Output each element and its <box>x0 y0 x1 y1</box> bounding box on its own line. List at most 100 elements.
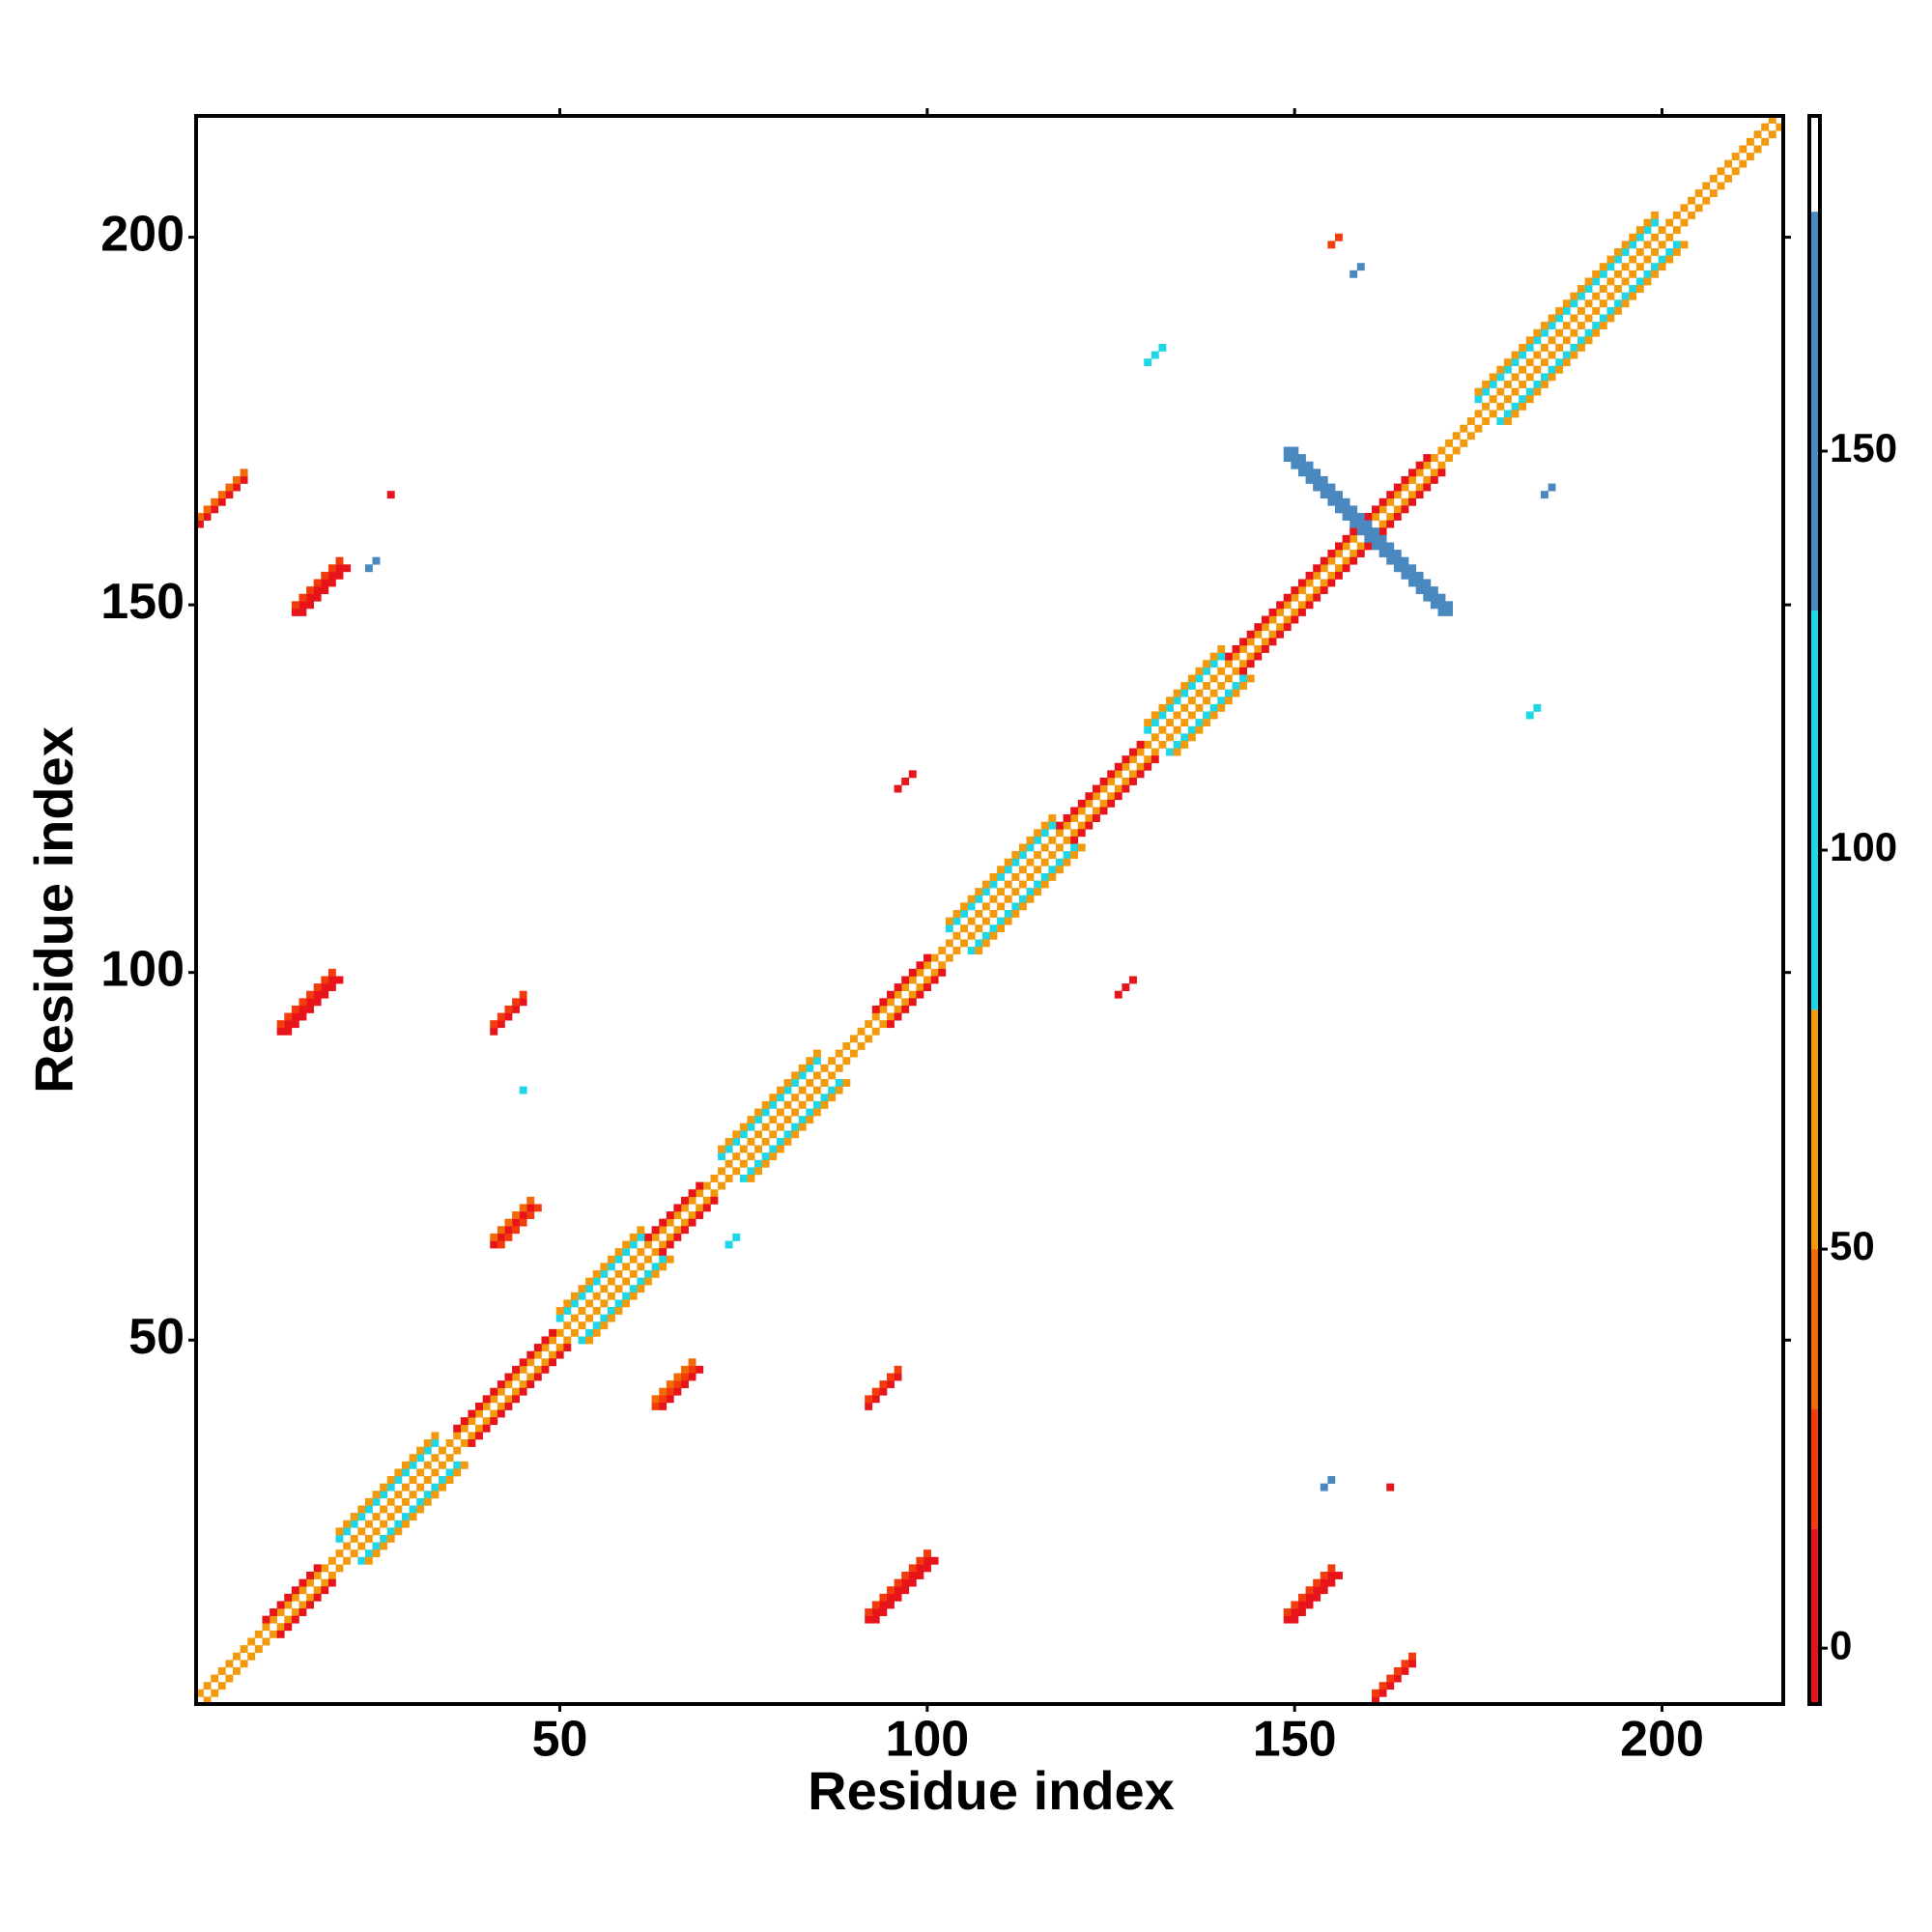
heatmap-cell <box>1525 395 1534 404</box>
heatmap-cell <box>1011 910 1020 918</box>
heatmap-cell <box>1099 784 1108 793</box>
heatmap-cell <box>423 1491 432 1499</box>
heatmap-cell <box>747 1137 755 1146</box>
heatmap-cell <box>313 998 322 1007</box>
heatmap-cell <box>1114 990 1122 999</box>
heatmap-cell <box>769 1116 778 1124</box>
heatmap-cell <box>871 1387 880 1396</box>
heatmap-cell <box>1415 483 1424 492</box>
heatmap-cell <box>1474 387 1483 396</box>
heatmap-cell <box>1519 365 1527 374</box>
heatmap-cell <box>416 1446 425 1455</box>
heatmap-cell <box>981 931 990 940</box>
heatmap-cell <box>1297 1593 1306 1602</box>
heatmap-cell <box>592 1269 601 1278</box>
heatmap-cell <box>1423 475 1432 484</box>
heatmap-cell <box>967 947 976 954</box>
heatmap-cell <box>416 1468 425 1477</box>
heatmap-cell <box>482 1402 491 1410</box>
heatmap-cell <box>298 1012 307 1021</box>
heatmap-cell <box>1327 1572 1336 1579</box>
heatmap-cell <box>857 1027 866 1036</box>
heatmap-cell <box>1577 285 1585 293</box>
heatmap-cell <box>812 1100 821 1109</box>
heatmap-cell <box>380 1534 388 1543</box>
heatmap-cell <box>643 1240 652 1249</box>
heatmap-cell <box>1525 387 1534 396</box>
heatmap-cell <box>298 998 307 1007</box>
heatmap-cell <box>981 902 990 911</box>
heatmap-cell <box>1533 351 1542 359</box>
heatmap-cell <box>761 1152 770 1161</box>
heatmap-cell <box>1378 534 1387 543</box>
heatmap-cell <box>952 910 961 918</box>
heatmap-cell <box>490 1027 498 1036</box>
heatmap-cell <box>1570 351 1578 359</box>
heatmap-cell <box>1577 336 1585 345</box>
heatmap-cell <box>1239 638 1248 646</box>
heatmap-cell <box>284 1615 293 1624</box>
heatmap-cell <box>1085 792 1094 801</box>
heatmap-cell <box>1173 725 1181 734</box>
heatmap-cell <box>1018 902 1027 911</box>
heatmap-cell <box>879 1005 888 1013</box>
heatmap-cell <box>394 1476 403 1484</box>
heatmap-cell <box>1291 1615 1299 1624</box>
heatmap-cell <box>1297 601 1306 610</box>
heatmap-cell <box>1217 703 1226 712</box>
heatmap-cell <box>747 1167 755 1176</box>
heatmap-cell <box>313 593 322 602</box>
heatmap-cell <box>1313 586 1321 595</box>
heatmap-cell <box>908 770 917 779</box>
heatmap-cell <box>1364 534 1373 543</box>
heatmap-cell <box>270 1608 277 1616</box>
heatmap-cell <box>225 491 234 499</box>
heatmap-cell <box>555 1350 564 1359</box>
heatmap-cell <box>739 1145 748 1153</box>
heatmap-cell <box>423 1439 432 1447</box>
heatmap-cell <box>1313 483 1321 492</box>
heatmap-cell <box>1048 814 1057 822</box>
heatmap-cell <box>710 1175 719 1182</box>
heatmap-cell <box>555 1307 564 1315</box>
heatmap-cell <box>233 1652 241 1661</box>
heatmap-cell <box>754 1108 762 1117</box>
heatmap-cell <box>1694 189 1703 198</box>
heatmap-cell <box>1217 682 1226 690</box>
heatmap-cell <box>739 1130 748 1139</box>
heatmap-cell <box>783 1137 792 1146</box>
heatmap-cell <box>380 1505 388 1514</box>
heatmap-cell <box>1460 439 1468 447</box>
heatmap-cell <box>1584 336 1593 345</box>
heatmap-cell <box>1415 579 1424 587</box>
heatmap-cell <box>1533 328 1542 337</box>
heatmap-cell <box>1203 660 1210 668</box>
heatmap-cell <box>1592 328 1601 337</box>
heatmap-cell <box>637 1233 645 1241</box>
heatmap-cell <box>555 1328 564 1337</box>
heatmap-cell <box>1378 1689 1387 1697</box>
heatmap-cell <box>1180 689 1189 697</box>
colorbar-bin <box>1809 212 1820 611</box>
heatmap-cell <box>519 1387 527 1396</box>
heatmap-cell <box>1122 755 1130 764</box>
heatmap-cell <box>806 1108 814 1117</box>
heatmap-cell <box>1232 667 1240 675</box>
heatmap-cell <box>1401 1660 1409 1668</box>
heatmap-cell <box>1519 381 1527 388</box>
heatmap-cell <box>1004 895 1012 903</box>
heatmap-cell <box>1297 1608 1306 1616</box>
heatmap-cell <box>894 784 902 793</box>
heatmap-cell <box>776 1086 784 1094</box>
heatmap-cell <box>592 1328 601 1337</box>
heatmap-cell <box>1320 1483 1328 1492</box>
heatmap-cell <box>1107 792 1116 801</box>
heatmap-cell <box>1408 564 1416 573</box>
heatmap-cell <box>357 1542 366 1550</box>
heatmap-cell <box>659 1395 668 1404</box>
heatmap-cell <box>1239 674 1248 683</box>
heatmap-cell <box>1297 586 1306 595</box>
heatmap-cell <box>798 1116 807 1124</box>
heatmap-cell <box>747 1152 755 1161</box>
heatmap-cell <box>203 1682 212 1690</box>
